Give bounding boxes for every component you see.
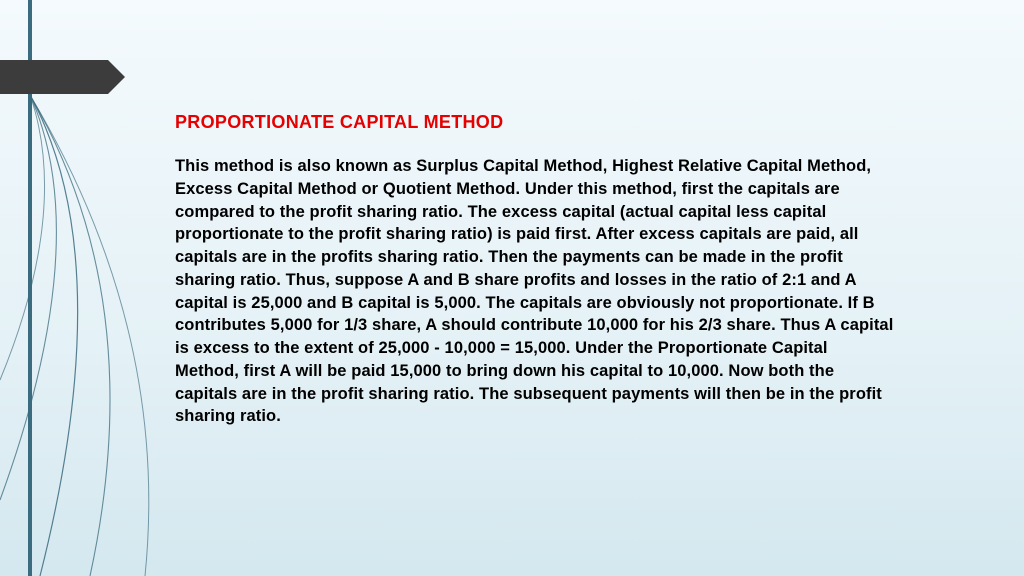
slide-content: PROPORTIONATE CAPITAL METHOD This method… [175,112,895,428]
arrow-tab-body [0,60,108,94]
arrow-tab [0,60,125,94]
slide-title: PROPORTIONATE CAPITAL METHOD [175,112,895,133]
slide-body-text: This method is also known as Surplus Cap… [175,155,895,428]
arrow-tab-head-icon [108,60,125,94]
